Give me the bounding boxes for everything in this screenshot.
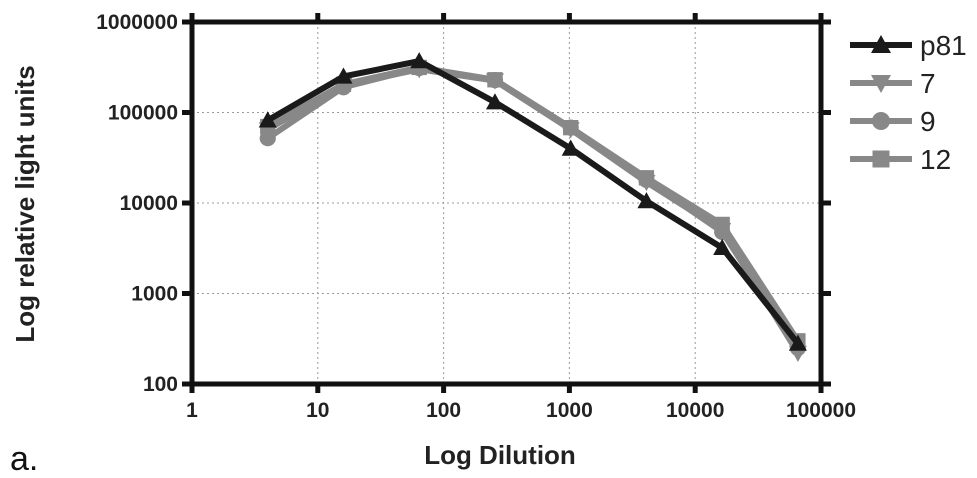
series-12-line: [264, 64, 801, 344]
tick-labels: 1 10 100 1000 10000 100000 100 1000 10000 100000 1…: [96, 11, 856, 422]
x-tick-label: 1000: [546, 399, 593, 422]
series-p81-point: [788, 334, 807, 351]
x-tick-label: 100000: [786, 399, 856, 422]
series-7-line: [264, 66, 801, 357]
series-p81-point: [410, 52, 429, 69]
series-12-point: [563, 120, 579, 136]
legend: p81 7 9 12: [850, 30, 967, 175]
series-p81-point: [258, 111, 277, 128]
plot-frame: [189, 19, 824, 387]
y-tick-label: 1000: [131, 283, 178, 306]
series-p81-point: [637, 192, 656, 209]
grid: [192, 22, 821, 384]
y-tick-label: 100: [143, 373, 178, 396]
series-12-point: [714, 216, 730, 233]
x-axis-title: Log Dilution: [424, 440, 576, 470]
legend-7-marker: [871, 75, 891, 93]
legend-p81-label: p81: [920, 30, 967, 61]
x-tick-label: 10000: [666, 399, 724, 422]
legend-7-label: 7: [920, 68, 936, 99]
legend-12-marker: [872, 150, 890, 168]
x-tick-label: 10: [306, 399, 329, 422]
y-axis-title: Log relative light units: [10, 65, 40, 342]
series-p81-point: [334, 67, 353, 84]
series-12-point: [638, 170, 655, 186]
y-tick-label: 1000000: [96, 11, 178, 34]
series-12-point: [487, 72, 503, 88]
panel-label: a.: [10, 440, 38, 478]
y-tick-label: 10000: [120, 192, 178, 215]
x-tick-label: 100: [426, 399, 461, 422]
series-9-line: [264, 65, 801, 351]
x-tick-label: 1: [186, 399, 198, 422]
legend-12-label: 12: [920, 144, 951, 175]
legend-p81-marker: [871, 35, 891, 53]
axes: [182, 13, 831, 393]
legend-9-label: 9: [920, 106, 936, 137]
series-p81-point: [561, 139, 580, 156]
y-tick-label: 100000: [108, 102, 178, 125]
series-p81-point: [485, 93, 504, 110]
series-group: [258, 52, 807, 363]
series-p81-point: [713, 238, 732, 255]
series-p81-line: [264, 58, 801, 347]
legend-9-marker: [872, 112, 890, 130]
